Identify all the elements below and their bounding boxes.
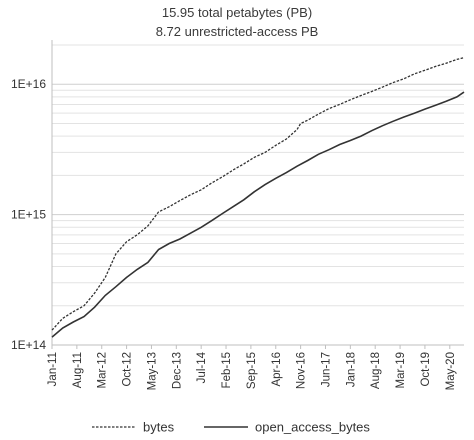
chart-subtitle: 8.72 unrestricted-access PB [155,24,319,39]
chart-title: 15.95 total petabytes (PB) [161,5,313,20]
y-tick-label: 1E+16 [11,77,46,91]
x-tick-label: Jan-18 [345,352,357,387]
x-tick-label: Feb-15 [221,352,233,388]
bytes-series-line [51,56,465,331]
open-access-bytes-series-line [51,91,465,338]
x-tick-label: Mar-19 [395,352,407,388]
x-tick-label: Oct-12 [122,352,134,387]
x-tick-label: Aug-11 [72,352,84,388]
x-tick-label: Jan-11 [47,352,59,386]
x-tick-label: Aug-18 [370,352,382,389]
x-tick-label: Jun-17 [320,352,332,387]
x-tick-label: Oct-19 [420,352,432,387]
x-tick-label: Sep-15 [246,352,258,389]
x-tick-label: Nov-16 [296,352,308,389]
x-tick-label: Jul-14 [196,351,208,383]
y-tick-label: 1E+14 [11,338,46,352]
x-tick-label: May-20 [445,352,457,390]
y-tick-label: 1E+15 [11,208,46,222]
x-tick-label: Dec-13 [171,352,183,389]
legend-label-open-access-bytes: open_access_bytes [255,420,370,435]
x-tick-label: Apr-16 [271,352,283,387]
x-tick-label: May-13 [146,352,158,390]
legend-label-bytes: bytes [143,420,175,435]
x-tick-label: Mar-12 [97,352,109,388]
